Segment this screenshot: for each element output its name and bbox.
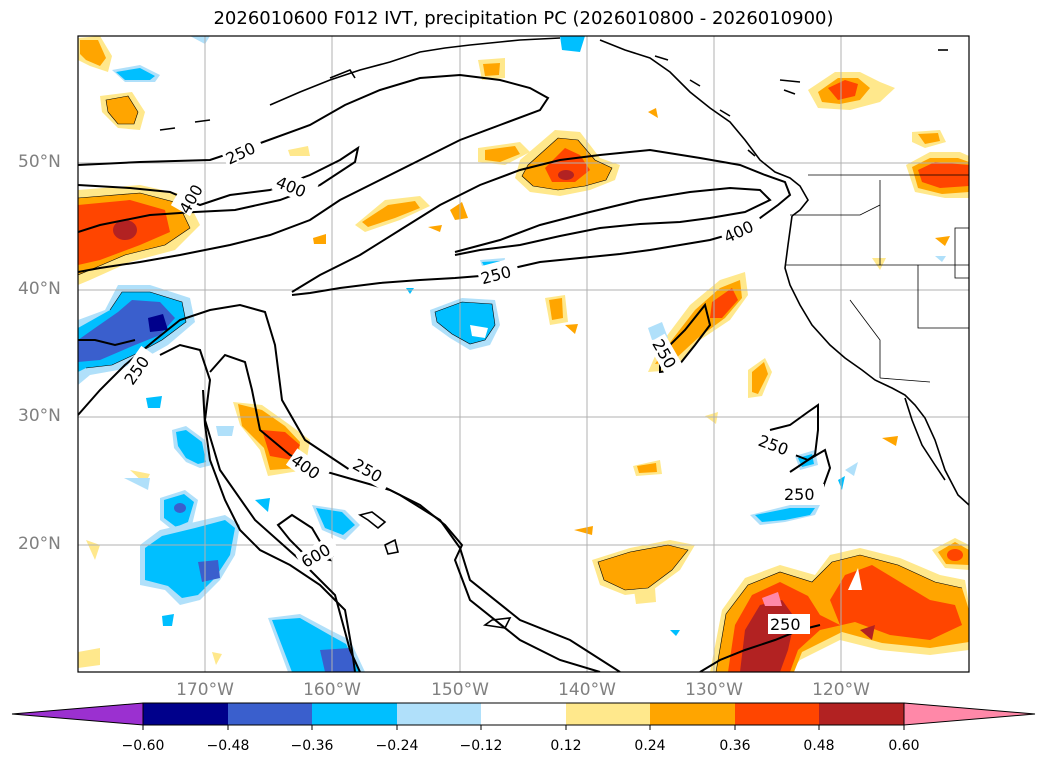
lat-label: 30°N: [18, 406, 61, 426]
precip-field: [78, 36, 969, 672]
map-title: 2026010600 F012 IVT, precipitation PC (2…: [213, 8, 834, 29]
coastlines: [159, 37, 969, 629]
precip-outlines: [78, 95, 963, 672]
map-frame: [77, 35, 970, 673]
colorbar-segment: [312, 703, 397, 725]
colorbar-segment: [650, 703, 735, 725]
colorbar-segment: [735, 703, 819, 725]
colorbar-segment: [143, 703, 228, 725]
colorbar-segment: [397, 703, 481, 725]
colorbar: [11, 702, 1036, 730]
contour-label: 250: [756, 431, 791, 459]
contour-label: 250: [770, 615, 801, 634]
colorbar-tick-label: 0.48: [803, 738, 835, 754]
colorbar-frame: [142, 702, 905, 726]
ivt-contours: [78, 73, 832, 672]
colorbar-tick-label: 0.12: [550, 738, 582, 754]
colorbar-segment: [481, 703, 566, 725]
colorbar-segment: [819, 703, 904, 725]
contour-label: 250: [784, 485, 815, 504]
state-borders: [785, 174, 969, 383]
colorbar-extend-min: [11, 702, 144, 726]
colorbar-tick-label: 0.36: [719, 738, 751, 754]
lon-label: 150°W: [431, 680, 489, 700]
colorbar-tick-label: −0.12: [459, 738, 503, 754]
colorbar-segment: [228, 703, 312, 725]
lon-label: 160°W: [303, 680, 361, 700]
lat-label: 20°N: [18, 534, 61, 554]
lat-label: 40°N: [18, 279, 61, 299]
lon-label: 140°W: [558, 680, 616, 700]
colorbar-segment: [566, 703, 650, 725]
colorbar-extend-max: [903, 702, 1036, 726]
colorbar-tick-label: −0.36: [290, 738, 334, 754]
contour-label-group: 250 400 400 250 400 250 250 400 250 600 …: [118, 130, 824, 634]
lon-label: 120°W: [812, 680, 870, 700]
colorbar-tick-label: −0.24: [375, 738, 419, 754]
colorbar-tick-label: −0.48: [206, 738, 250, 754]
colorbar-tick-label: −0.60: [121, 738, 165, 754]
colorbar-tick-label: 0.60: [888, 738, 920, 754]
lon-label: 170°W: [176, 680, 234, 700]
lon-label: 130°W: [685, 680, 743, 700]
colorbar-tick-label: 0.24: [634, 738, 666, 754]
lat-label: 50°N: [18, 152, 61, 172]
